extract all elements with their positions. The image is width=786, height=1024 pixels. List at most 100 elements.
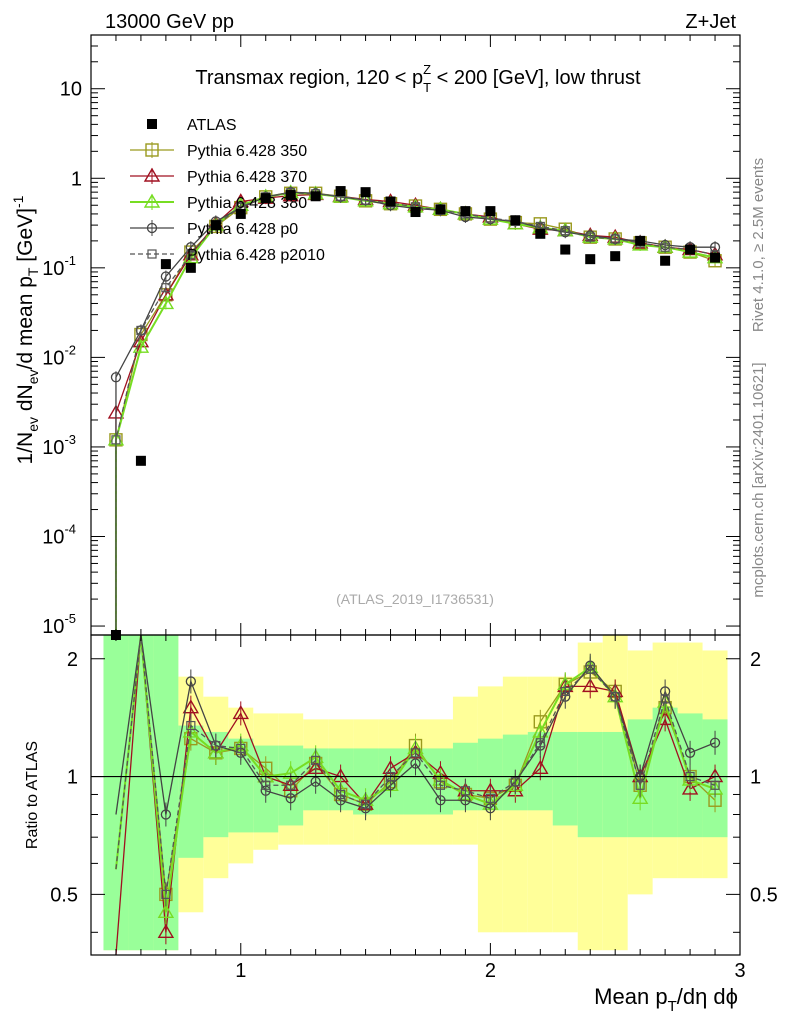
ratio-point: [336, 789, 346, 800]
atlas-data-point: [110, 630, 121, 640]
series-point: [110, 372, 122, 383]
ratio-tick-label-right: 0.5: [750, 884, 778, 906]
mcplots-label: mcplots.cern.ch [arXiv:2401.10621]: [750, 362, 767, 597]
atlas-data-point: [360, 187, 371, 198]
y-tick-label: 10: [60, 79, 82, 101]
y-axis-label: 1/Nev dNev/d mean pT [GeV]-1: [10, 195, 41, 464]
ratio-band-green: [577, 731, 603, 838]
header-right: Z+Jet: [685, 11, 736, 33]
ratio-point: [286, 780, 296, 790]
series-point: [660, 242, 670, 252]
ratio-point: [560, 686, 570, 697]
ratio-tick-label-left: 1: [67, 767, 78, 789]
atlas-data-point: [410, 207, 421, 218]
ratio-tick-label-left: 2: [67, 649, 78, 671]
ratio-point: [631, 789, 649, 804]
legend-marker: [146, 222, 158, 234]
y-tick-label: 1: [71, 168, 82, 190]
ratio-tick-label-right: 2: [750, 649, 761, 671]
ratio-point: [182, 699, 200, 714]
ratio-point: [710, 780, 720, 790]
y-tick-label: 10-1: [42, 253, 76, 280]
ratio-point: [684, 747, 696, 758]
atlas-data-point: [235, 208, 246, 219]
ratio-point: [435, 780, 446, 790]
y-tick-label: 10-3: [42, 432, 76, 459]
legend-marker: [143, 193, 161, 208]
y-tick-exponent: -4: [64, 521, 76, 536]
ratio-point: [410, 748, 421, 758]
series-point: [111, 435, 121, 445]
ratio-point: [360, 799, 371, 809]
ratio-point: [311, 755, 321, 765]
ratio-point: [211, 740, 221, 751]
ratio-point: [485, 793, 495, 803]
y-tick-exponent: -3: [64, 432, 76, 447]
ratio-band-green: [552, 731, 578, 826]
legend-marker-atlas: [147, 119, 157, 129]
header-left: 13000 GeV pp: [105, 11, 234, 33]
legend-label: Pythia 6.428 p2010: [187, 247, 325, 264]
x-tick-label: 1: [235, 960, 246, 982]
ratio-point: [157, 903, 175, 918]
ratio-band-green: [602, 731, 628, 838]
ratio-point: [681, 780, 699, 795]
y-tick-exponent: -2: [64, 342, 76, 357]
ratio-point: [232, 705, 249, 720]
ratio-point: [186, 720, 196, 731]
legend-marker: [145, 143, 159, 157]
legend-label: Pythia 6.428 p0: [187, 221, 298, 238]
series-point: [560, 226, 570, 236]
ratio-point: [236, 743, 246, 754]
ratio-uncertainty-bands: [103, 635, 728, 951]
y-tick-label: 10-2: [42, 342, 76, 369]
ratio-point: [310, 776, 321, 787]
atlas-data-point: [285, 190, 296, 201]
ratio-point: [585, 664, 595, 674]
x-tick-label: 3: [734, 960, 745, 982]
ratio-point: [261, 780, 271, 790]
analysis-label: (ATLAS_2019_I1736531): [336, 591, 494, 607]
legend-label-atlas: ATLAS: [187, 117, 237, 134]
y-tick-label: 10-5: [42, 611, 76, 638]
legend-label: Pythia 6.428 350: [187, 143, 307, 160]
ratio-point: [160, 809, 172, 820]
atlas-data-point: [385, 196, 396, 207]
legend-label: Pythia 6.428 380: [187, 195, 307, 212]
series-point: [186, 250, 196, 260]
atlas-data-point: [610, 251, 621, 262]
atlas-data-points: [110, 186, 721, 640]
atlas-data-point: [210, 220, 221, 231]
atlas-data-point: [535, 228, 546, 239]
ratio-point: [535, 738, 545, 748]
y-tick-label: 10-4: [42, 521, 76, 548]
ratio-point: [532, 759, 549, 774]
ratio-tick-label-left: 0.5: [50, 884, 78, 906]
atlas-data-point: [185, 262, 196, 273]
atlas-data-point: [510, 215, 521, 226]
ratio-point: [510, 777, 520, 787]
series-point: [136, 325, 146, 336]
atlas-data-point: [260, 193, 271, 204]
atlas-data-point: [660, 255, 671, 266]
plot-title: Transmax region, 120 < pZ T < 200 [GeV], …: [195, 62, 641, 95]
ratio-point: [460, 786, 471, 796]
ratio-point: [161, 889, 171, 899]
ratio-point: [157, 923, 175, 939]
legend-marker: [147, 249, 157, 259]
x-tick-label: 2: [485, 960, 496, 982]
series-point: [585, 232, 595, 242]
atlas-data-point: [135, 455, 146, 466]
series-point: [610, 234, 620, 244]
atlas-data-point: [160, 259, 171, 270]
atlas-data-point: [685, 244, 696, 255]
legend-marker: [143, 167, 161, 182]
ratio-point: [635, 780, 645, 790]
ratio-point: [185, 676, 196, 687]
legend-label: Pythia 6.428 370: [187, 169, 307, 186]
y-tick-exponent: -5: [64, 611, 76, 626]
ratio-point: [709, 737, 721, 748]
ratio-series-lines: [91, 634, 740, 956]
ratio-point: [207, 744, 225, 759]
